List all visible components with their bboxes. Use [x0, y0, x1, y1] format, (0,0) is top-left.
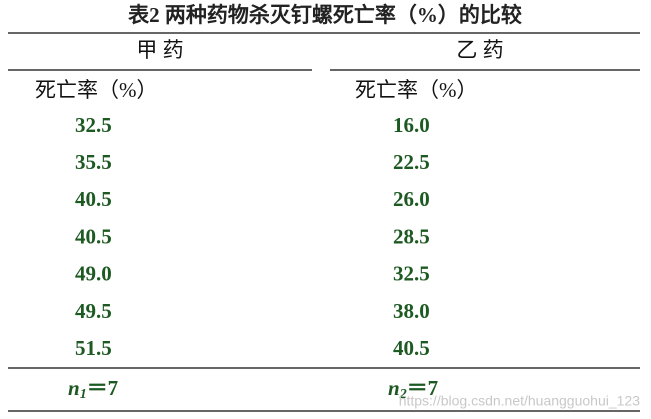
group-header: 乙 药: [456, 38, 503, 62]
table-cell: 32.5: [75, 113, 112, 137]
equals: ＝7: [87, 376, 119, 400]
footer-cell: n1＝7: [68, 376, 118, 402]
symbol: n: [388, 376, 400, 400]
subheader: 死亡率（%）: [355, 78, 478, 102]
table-cell: 49.5: [75, 299, 112, 323]
table-cell: 40.5: [75, 224, 112, 248]
table-cell: 38.0: [393, 299, 430, 323]
table-cell: 32.5: [393, 262, 430, 286]
table-cell: 28.5: [393, 224, 430, 248]
table-cell: 40.5: [75, 187, 112, 211]
group-header: 甲 药: [136, 38, 183, 62]
table-cell: 26.0: [393, 187, 430, 211]
subscript: 2: [399, 387, 407, 402]
table-cell: 22.5: [393, 150, 430, 174]
table-cell: 35.5: [75, 150, 112, 174]
subscript: 1: [80, 387, 87, 402]
table-cell: 40.5: [393, 336, 430, 360]
table-cell: 16.0: [393, 113, 430, 137]
subheader: 死亡率（%）: [35, 78, 158, 102]
watermark: https://blog.csdn.net/huangguohui_123: [399, 393, 641, 409]
footer-cell: n2＝7: [388, 376, 438, 402]
title: 表2 两种药物杀灭钉螺死亡率（%）的比较: [128, 3, 522, 27]
table-cell: 49.0: [75, 262, 112, 286]
table-cell: 51.5: [75, 336, 112, 360]
equals: ＝7: [407, 376, 439, 400]
table-body: 32.5 16.0 35.5 22.5 40.5 26.0 40.5 28.5 49.0 32.5…: [75, 113, 430, 360]
symbol: n: [68, 376, 80, 400]
